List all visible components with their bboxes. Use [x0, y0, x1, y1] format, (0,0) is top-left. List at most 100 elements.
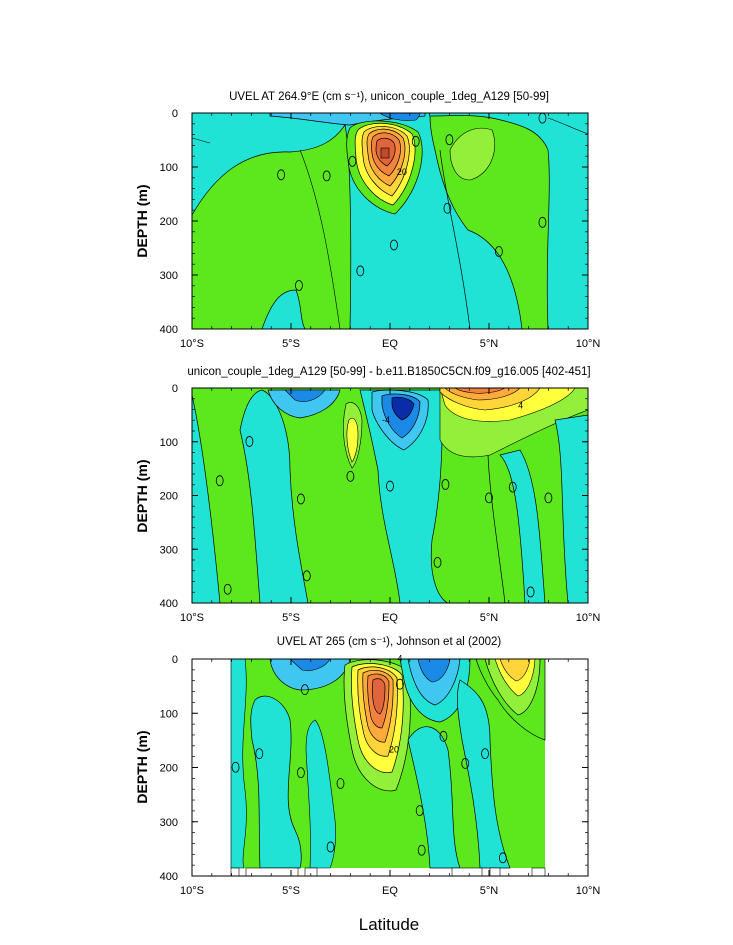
contour-label-marker	[386, 480, 394, 492]
y-tick-label: 200	[160, 216, 178, 228]
panel-1-contour-field	[192, 113, 588, 329]
y-tick-label: 100	[160, 708, 178, 720]
contour-label-marker	[538, 112, 547, 124]
x-tick-label: 5°N	[480, 885, 499, 897]
panel-2-cyan-band	[239, 389, 309, 603]
y-tick-label: 300	[160, 544, 178, 556]
panel-3-cyan-west	[250, 695, 302, 869]
contour-label-marker	[526, 586, 535, 598]
x-tick-label: 10°N	[576, 612, 601, 624]
contour-label-zero: 0	[540, 113, 545, 123]
y-tick-label: 400	[160, 871, 178, 883]
x-tick-label: EQ	[382, 612, 398, 624]
contour-label-marker	[508, 481, 517, 493]
panel-2-contour-labels: 4 -4 0 0 0 0 0 0 0 0 0 0 0 0 0	[215, 400, 553, 598]
x-tick-label: 10°N	[576, 885, 601, 897]
panel-2-yellow-blob	[346, 417, 359, 463]
contour-label-marker	[295, 280, 303, 291]
panel-1: UVEL AT 264.9°E (cm s⁻¹), unicon_couple_…	[134, 91, 600, 350]
panel-2-sky-surface	[267, 389, 341, 419]
contour-label-zero: 0	[486, 493, 491, 503]
panel-3-contour-field	[192, 659, 588, 876]
contour-label-zero: 0	[435, 557, 440, 567]
panel-2-contour-field	[192, 388, 588, 603]
contour-label-marker	[485, 492, 493, 504]
contour-label: 20	[397, 167, 407, 177]
x-axis-label: Latitude	[359, 915, 420, 934]
contour-label-marker	[395, 678, 404, 690]
contour-label-zero: 0	[328, 842, 333, 852]
contour-label-zero: 0	[279, 170, 284, 180]
contour-label-zero: 0	[445, 203, 450, 213]
panel-1-euc-core	[346, 120, 423, 215]
contour-label-zero: 0	[257, 749, 262, 759]
contour-label-marker	[538, 216, 547, 228]
contour-label-marker	[231, 761, 240, 773]
contour-label-zero: 0	[358, 266, 363, 276]
y-tick-label: 300	[160, 270, 178, 282]
panel-1-cyan-pocket	[261, 289, 306, 329]
contour-label-marker	[441, 479, 450, 490]
x-tick-label: 5°S	[282, 612, 300, 624]
x-tick-label: 5°N	[480, 338, 499, 350]
panel-3: UVEL AT 265 (cm s⁻¹), Johnson et al (200…	[134, 636, 600, 897]
panel-1-contour-labels: 0 20 0 0 0 0 0 0 0 0 0 0 0	[277, 112, 547, 291]
panel-3-missing-data	[230, 867, 546, 876]
x-tick-label: 10°S	[180, 612, 204, 624]
contour-label-zero: 0	[397, 679, 402, 689]
contour-label-zero: 0	[500, 853, 505, 863]
contour-label-marker	[346, 470, 355, 482]
contour-label-zero: 0	[348, 471, 353, 481]
contour-label-zero: 0	[387, 481, 392, 491]
contour-label-zero: 0	[350, 156, 355, 166]
contour-label-zero: 0	[419, 845, 424, 855]
panel-3-positive-ne	[475, 659, 546, 741]
contour-label-marker	[494, 246, 503, 257]
contour-label: 4	[518, 400, 523, 410]
contour-label-marker	[356, 265, 365, 277]
contour-label-marker	[300, 684, 309, 696]
contour-label-zero: 0	[298, 494, 303, 504]
contour-label-marker	[296, 493, 305, 505]
x-tick-label: EQ	[382, 338, 398, 350]
panel-1-green-east-inner	[449, 127, 496, 181]
contour-label-zero: 0	[296, 281, 301, 291]
y-tick-label: 0	[172, 383, 178, 395]
contour-label-zero: 0	[463, 758, 468, 768]
panel-2-title: unicon_couple_1deg_A129 [50-99] - b.e11.…	[187, 366, 590, 378]
y-tick-label: 100	[160, 162, 178, 174]
contour-label-zero: 0	[233, 762, 238, 772]
panel-2-positive-region	[439, 388, 588, 458]
panel-3-title: UVEL AT 265 (cm s⁻¹), Johnson et al (200…	[277, 636, 502, 648]
y-tick-label: 400	[160, 598, 178, 610]
contour-label-marker	[433, 556, 442, 568]
y-tick-label: 200	[160, 491, 178, 503]
x-tick-label: 10°S	[180, 338, 204, 350]
contour-label-zero: 0	[298, 768, 303, 778]
panel-1-ylabel: DEPTH (m)	[134, 184, 150, 257]
contour-label-marker	[336, 778, 345, 789]
panel-2-negative-tongue	[359, 389, 449, 603]
panel-1-title: UVEL AT 264.9°E (cm s⁻¹), unicon_couple_…	[229, 91, 549, 103]
panel-3-contour-labels: 20 0 4 0 0 0 0 0 0 0 0 0 0 0 0	[231, 654, 507, 864]
contour-label-marker	[417, 844, 426, 856]
panel-3-ylabel: DEPTH (m)	[134, 730, 150, 803]
panel-2-cyan-west	[192, 394, 221, 603]
contour-label-zero: 0	[496, 246, 501, 256]
contour-label-marker	[411, 135, 420, 147]
contour-label-marker	[415, 805, 424, 817]
contour-label-zero: 0	[225, 584, 230, 594]
contour-label-marker	[348, 155, 357, 167]
panel-1-green-west	[192, 124, 352, 329]
y-tick-label: 200	[160, 763, 178, 775]
contour-label-marker	[390, 239, 398, 251]
y-tick-label: 0	[172, 108, 178, 120]
contour-label-zero: 0	[247, 436, 252, 446]
contour-label-zero: 0	[510, 482, 515, 492]
x-tick-label: 5°S	[282, 338, 300, 350]
panel-2-negative-core	[371, 389, 429, 451]
contour-label-marker	[215, 475, 224, 487]
